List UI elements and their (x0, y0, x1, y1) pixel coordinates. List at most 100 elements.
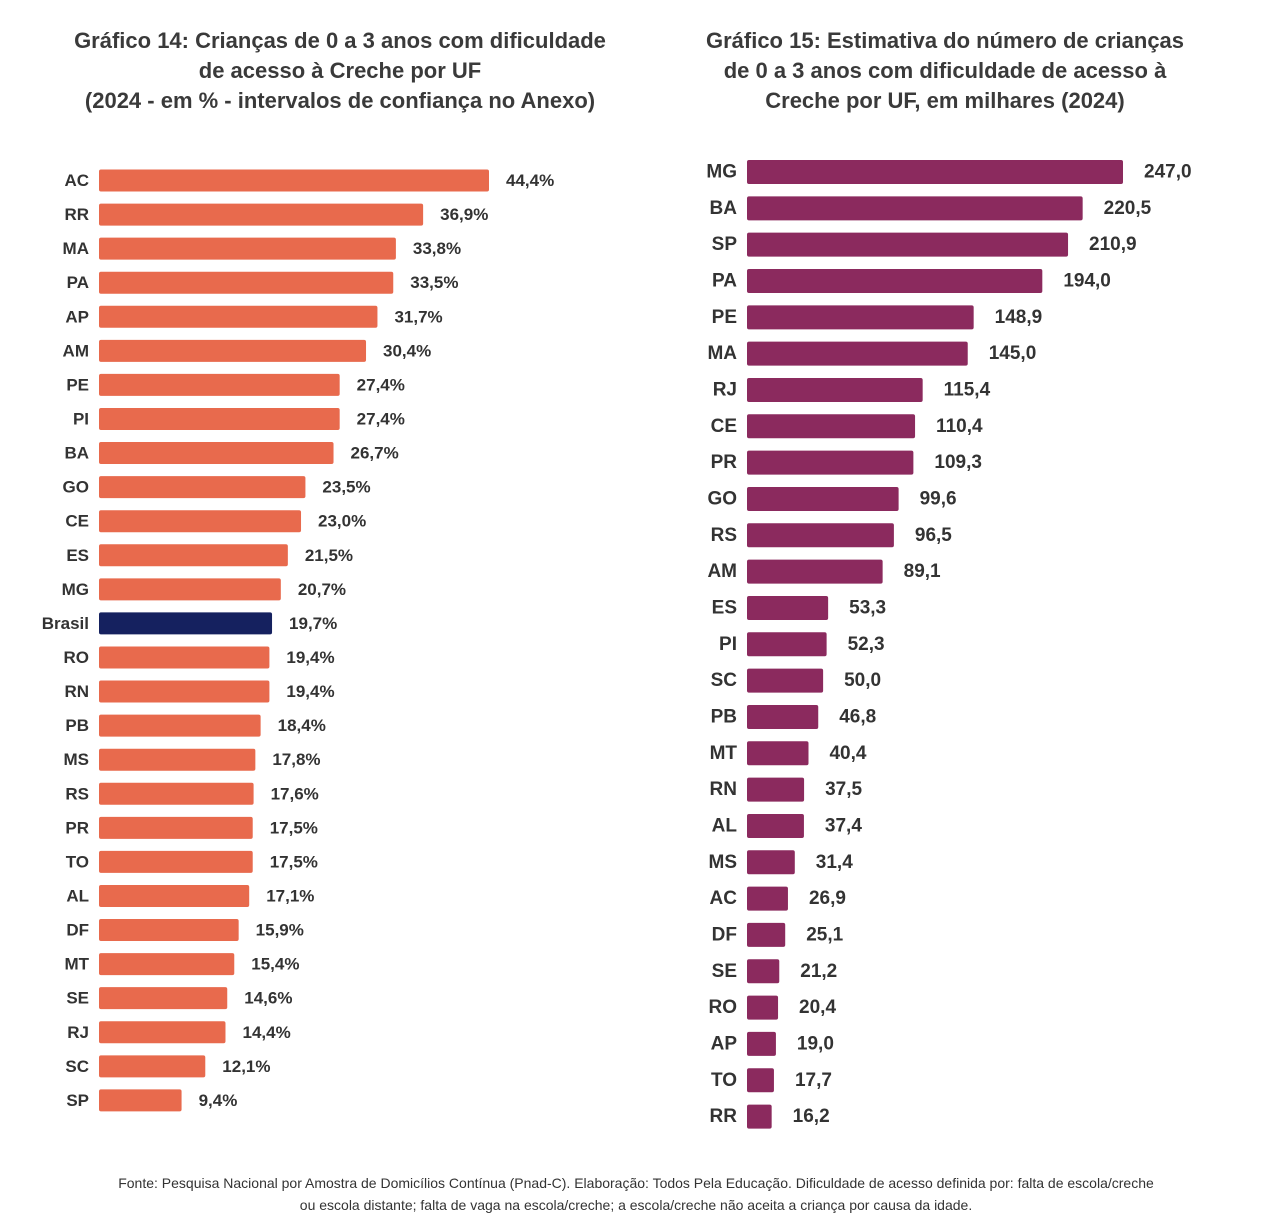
chart15-bar-ce (747, 414, 916, 439)
chart15-bar-am (747, 559, 883, 584)
chart15-category-label-pa: PA (712, 270, 737, 291)
chart15-bar-pb (747, 704, 819, 729)
chart14-value-label-df: 15,9% (256, 921, 304, 940)
chart15-value-label-rs: 96,5 (915, 525, 952, 546)
chart15-value-label-rj: 115,4 (944, 379, 991, 400)
chart15-bar-rr (747, 1104, 772, 1129)
chart14-bar-sp (99, 1089, 182, 1112)
chart15-value-label-pe: 148,9 (995, 307, 1043, 328)
chart14-category-label-pe: PE (66, 375, 89, 394)
footnote-line1: Fonte: Pesquisa Nacional por Amostra de … (118, 1175, 1154, 1191)
chart14-value-label-am: 30,4% (383, 341, 431, 360)
chart14-value-label-to: 17,5% (270, 852, 318, 871)
chart15-value-label-pa: 194,0 (1063, 270, 1111, 291)
chart15-value-label-rr: 16,2 (793, 1106, 830, 1127)
chart15-title-line1: Gráfico 15: Estimativa do número de cria… (705, 28, 1185, 53)
chart15-title: Gráfico 15: Estimativa do número de cria… (650, 26, 1240, 116)
chart14-value-label-ce: 23,0% (318, 512, 366, 531)
chart14-category-label-am: AM (63, 341, 89, 360)
chart15-bar-rs (747, 523, 894, 548)
chart15-bar-ms (747, 850, 795, 875)
chart15-bar-ap (747, 1031, 776, 1056)
chart14-value-label-pi: 27,4% (357, 409, 405, 428)
chart15-category-label-rs: RS (711, 525, 737, 546)
chart14-category-label-go: GO (63, 478, 89, 497)
chart15-category-label-pi: PI (719, 634, 737, 655)
chart14-category-label-se: SE (66, 989, 89, 1008)
chart15-value-label-pr: 109,3 (934, 452, 982, 473)
chart15-value-label-ce: 110,4 (936, 416, 983, 437)
chart15-category-label-ms: MS (709, 852, 738, 873)
chart15-category-label-rn: RN (710, 779, 737, 800)
chart14-bar-pr (99, 816, 253, 839)
chart14-value-label-rr: 36,9% (440, 205, 488, 224)
chart14-value-label-mg: 20,7% (298, 580, 346, 599)
chart14-category-label-brasil: Brasil (42, 614, 89, 633)
chart14-category-label-ap: AP (65, 307, 89, 326)
chart15-title-line3: Creche por UF, em milhares (2024) (765, 88, 1125, 113)
chart14-category-label-mt: MT (64, 955, 89, 974)
chart14-bar-pe (99, 373, 340, 396)
chart14-value-label-pr: 17,5% (270, 818, 318, 837)
chart15-bar-go (747, 486, 899, 511)
chart15-value-label-al: 37,4 (825, 815, 862, 836)
chart14-bar-go (99, 476, 306, 499)
chart14-value-label-se: 14,6% (244, 989, 292, 1008)
chart14-category-label-pb: PB (65, 716, 89, 735)
chart15-bar-al (747, 813, 804, 838)
chart15-value-label-am: 89,1 (904, 561, 941, 582)
chart14-category-label-al: AL (66, 886, 89, 905)
chart14-value-label-sp: 9,4% (199, 1091, 238, 1110)
chart15-value-label-ro: 20,4 (799, 997, 836, 1018)
chart15-bar-se (747, 959, 780, 984)
chart14-bar-rr (99, 203, 424, 226)
chart14-value-label-brasil: 19,7% (289, 614, 337, 633)
chart14-category-label-ac: AC (64, 171, 89, 190)
chart14-value-label-ap: 31,7% (394, 307, 442, 326)
chart14-category-label-pr: PR (65, 818, 89, 837)
chart15-bar-to (747, 1068, 774, 1093)
chart15-category-label-pr: PR (711, 452, 738, 473)
chart14-value-label-pa: 33,5% (410, 273, 458, 292)
chart14-value-label-rj: 14,4% (242, 1023, 290, 1042)
chart15-value-label-se: 21,2 (800, 961, 837, 982)
chart15-value-label-ma: 145,0 (989, 343, 1037, 364)
chart14-bar-pi (99, 407, 340, 430)
chart14-bar-ro (99, 646, 270, 669)
footnote-line2: ou escola distante; falta de vaga na esc… (299, 1197, 973, 1213)
chart14-category-label-ba: BA (64, 444, 89, 463)
chart15-bar-ma (747, 341, 968, 366)
chart14-value-label-ba: 26,7% (351, 444, 399, 463)
chart14-category-label-pa: PA (67, 273, 89, 292)
chart14-value-label-go: 23,5% (322, 478, 370, 497)
chart15-bar-rn (747, 777, 805, 802)
chart14-value-label-ro: 19,4% (286, 648, 334, 667)
chart14-category-label-mg: MG (62, 580, 89, 599)
chart14-value-label-rs: 17,6% (271, 784, 319, 803)
chart15-title-line2: de 0 a 3 anos com dificuldade de acesso … (723, 58, 1167, 83)
chart15-bar-ba (747, 196, 1083, 221)
chart15-category-label-se: SE (712, 961, 737, 982)
chart15-category-label-rj: RJ (713, 379, 737, 400)
chart14-bar-sc (99, 1055, 206, 1078)
chart14-category-label-es: ES (66, 546, 89, 565)
chart14-value-label-rn: 19,4% (286, 682, 334, 701)
chart15-bar-pa (747, 268, 1043, 293)
chart14-category-label-rs: RS (65, 784, 89, 803)
chart14-bar-ba (99, 442, 334, 465)
source-footnote: Fonte: Pesquisa Nacional por Amostra de … (30, 1172, 1242, 1216)
chart14-bar-mt (99, 953, 235, 976)
chart15-category-label-df: DF (712, 924, 737, 945)
chart14-bar-to (99, 850, 253, 873)
chart14-bar-pb (99, 714, 261, 737)
chart15-value-label-mg: 247,0 (1144, 162, 1192, 183)
chart14-bar-al (99, 884, 250, 907)
chart15-category-label-ro: RO (709, 997, 738, 1018)
chart14-category-label-sc: SC (65, 1057, 89, 1076)
chart15-bar-es (747, 595, 829, 620)
chart14-title-line1: Gráfico 14: Crianças de 0 a 3 anos com d… (74, 28, 606, 53)
chart15-category-label-ac: AC (710, 888, 738, 909)
chart14-bar-ap (99, 305, 378, 328)
chart15-bar-df (747, 922, 786, 947)
